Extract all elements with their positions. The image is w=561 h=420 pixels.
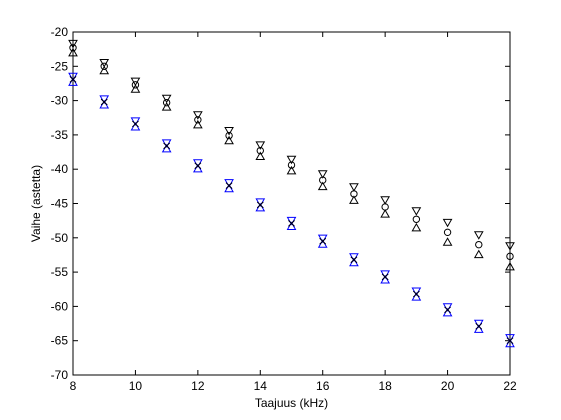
data-point: [506, 337, 514, 345]
upper-bound-marker: [99, 59, 110, 68]
x-tick-label: 20: [441, 379, 455, 393]
lower-bound-marker: [411, 222, 422, 232]
data-point: [69, 75, 77, 83]
y-tick-label: -55: [51, 265, 69, 279]
upper-bound-marker: [161, 94, 172, 104]
x-tick-label: 10: [129, 379, 143, 393]
y-axis: -20 -25 -30 -35 -40 -45 -50 -55 -60 -65 -70: [51, 25, 510, 382]
x-tick-label: 12: [191, 379, 205, 393]
y-tick-label: -60: [51, 299, 69, 313]
x-axis-label: Taajuus (kHz): [255, 396, 328, 410]
lower-bound-marker: [161, 102, 172, 111]
lower-bound-marker: [380, 209, 391, 218]
lower-bound-marker: [255, 151, 266, 160]
plot-area: [72, 31, 511, 376]
data-point: [319, 237, 327, 245]
data-point: [256, 146, 264, 155]
lower-bound-marker: [192, 119, 203, 129]
upper-bound-marker: [411, 207, 422, 216]
data-point: [100, 98, 108, 106]
data-point: [225, 131, 233, 140]
data-point: [381, 203, 389, 211]
x-tick-label: 8: [70, 379, 77, 393]
data-point: [194, 116, 202, 124]
y-tick-label: -45: [51, 197, 69, 211]
upper-bound-marker: [317, 170, 328, 179]
data-point: [69, 44, 77, 52]
upper-bound-marker: [442, 218, 453, 228]
upper-bound-marker: [255, 141, 266, 150]
upper-bound-marker: [349, 183, 359, 192]
upper-bound-marker: [286, 155, 297, 165]
lower-bound-marker: [349, 195, 359, 204]
x-tick-label: 16: [316, 379, 330, 393]
axes-frame: [72, 31, 511, 376]
data-point: [131, 81, 140, 89]
data-point: [444, 306, 451, 314]
series-0: [68, 39, 515, 271]
upper-bound-marker: [380, 196, 391, 205]
lower-bound-marker: [505, 261, 515, 271]
lower-bound-marker: [224, 135, 234, 145]
y-tick-label: -70: [51, 368, 69, 382]
data-point: [412, 215, 421, 223]
x-axis: 8 10 12 14 16 18 20 22: [70, 32, 517, 393]
upper-bound-marker: [68, 39, 78, 49]
data-point: [475, 322, 483, 330]
lower-bound-marker: [68, 47, 78, 57]
data-point: [132, 120, 139, 128]
y-tick-label: -35: [51, 128, 69, 142]
data-point: [225, 182, 233, 190]
data-point: [350, 190, 358, 198]
y-tick-label: -30: [51, 94, 69, 108]
data-point: [443, 228, 452, 237]
data-point: [287, 161, 296, 169]
x-tick-label: 22: [503, 379, 517, 393]
series-2: [69, 75, 514, 345]
x-tick-label: 18: [378, 379, 392, 393]
upper-bound-marker: [130, 77, 141, 87]
y-tick-label: -20: [51, 25, 69, 39]
lower-bound-marker: [317, 181, 328, 191]
data-point: [319, 176, 327, 184]
data-point: [162, 98, 171, 107]
lower-bound-marker: [130, 84, 141, 93]
data-point: [381, 273, 389, 281]
lower-bound-marker: [286, 165, 297, 175]
upper-bound-marker: [224, 126, 234, 136]
data-point: [506, 252, 514, 261]
y-tick-label: -65: [51, 334, 69, 348]
data-point: [475, 240, 483, 249]
data-point: [100, 62, 108, 71]
upper-bound-marker: [192, 111, 203, 120]
data-point: [350, 256, 358, 264]
y-axis-label: Vaihe (astetta): [29, 165, 43, 242]
data-point: [413, 290, 420, 298]
lower-bound-marker: [473, 249, 484, 259]
upper-bound-marker: [505, 242, 515, 251]
y-tick-label: -25: [51, 59, 69, 73]
lower-bound-marker: [99, 65, 110, 75]
x-tick-label: 14: [254, 379, 268, 393]
upper-bound-marker: [473, 231, 484, 240]
data-point: [256, 201, 264, 209]
y-tick-label: -50: [51, 231, 69, 245]
data-point: [194, 162, 202, 170]
lower-bound-marker: [442, 237, 453, 246]
y-tick-label: -40: [51, 162, 69, 176]
data-point: [163, 142, 170, 150]
data-markers: [68, 39, 515, 348]
data-point: [288, 220, 295, 227]
